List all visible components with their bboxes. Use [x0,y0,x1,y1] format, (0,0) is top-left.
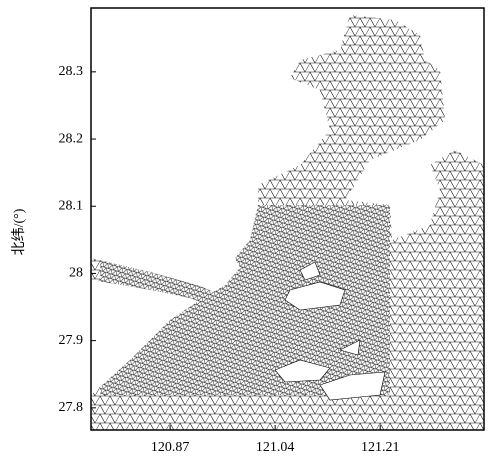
mesh-area [91,8,484,430]
map-figure: 北纬/(°) 27.8 27.9 28 28.1 28.2 28.3 120.87 121.0… [0,0,497,462]
y-axis-label: 北纬/(°) [11,208,27,255]
y-tick-label: 28.2 [59,131,84,146]
x-tick-label: 121.21 [361,440,400,455]
x-tick-label: 120.87 [151,440,190,455]
y-tick-label: 28.3 [59,64,84,79]
fine-mesh [100,205,390,395]
y-tick-label: 27.9 [59,333,84,348]
y-tick-label: 27.8 [59,400,84,415]
x-tick-label: 121.04 [256,440,295,455]
y-tick-label: 28 [69,266,83,281]
y-tick-label: 28.1 [59,198,84,213]
